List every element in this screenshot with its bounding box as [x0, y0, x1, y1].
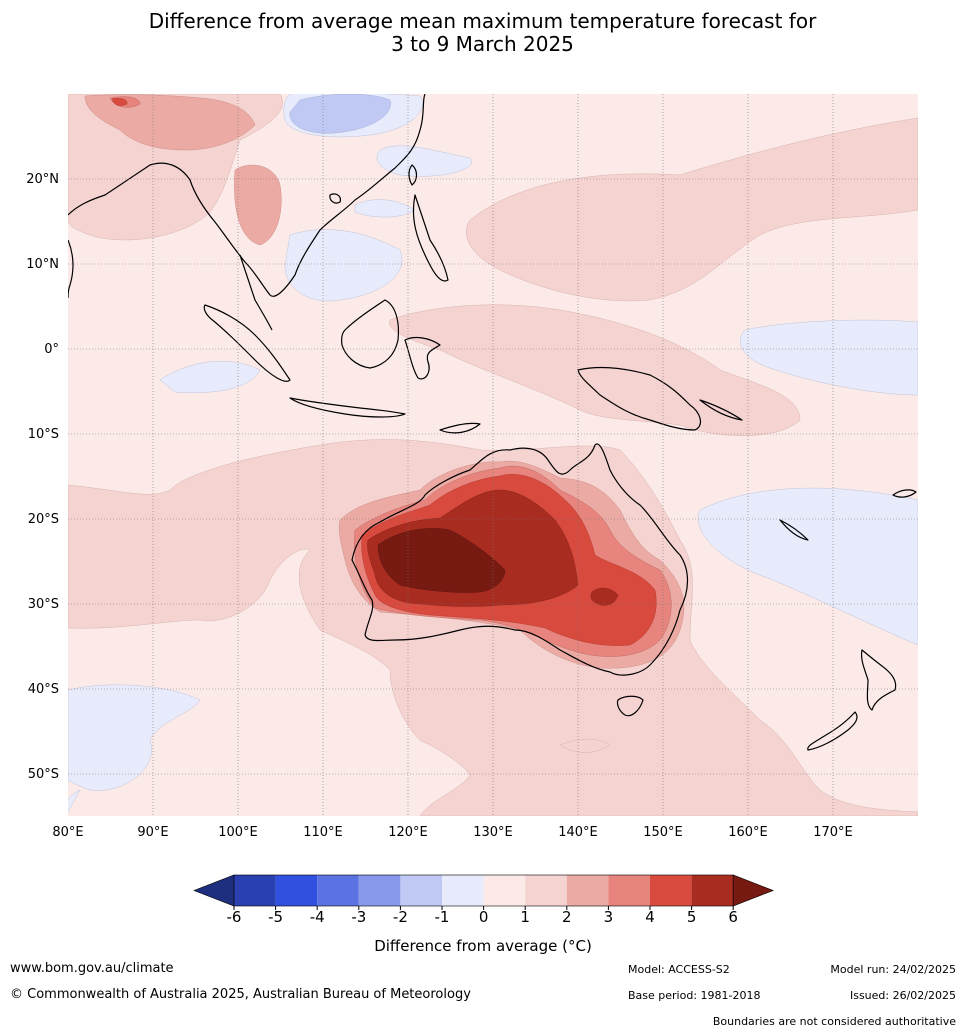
- borneo-coastline: [341, 299, 400, 369]
- cool-anomaly-regions: [68, 94, 918, 813]
- longitude-labels: 80°E 90°E 100°E 110°E 120°E 130°E 140°E …: [52, 825, 852, 840]
- lon-label: 100°E: [218, 825, 258, 840]
- colorbar-swatch: [525, 875, 567, 906]
- colorbar-tick-label: -3: [351, 908, 366, 926]
- disclaimer-text: Boundaries are not considered authoritat…: [712, 1015, 956, 1028]
- colorbar-extend-low: [193, 874, 235, 907]
- map-area: [68, 94, 918, 816]
- lon-label: 160°E: [728, 825, 768, 840]
- java-coastline: [289, 397, 406, 418]
- lat-label: 50°S: [28, 767, 59, 782]
- sulawesi-coastline: [404, 336, 441, 380]
- lon-label: 80°E: [52, 825, 83, 840]
- fiji-coastline: [892, 489, 917, 498]
- colorbar-tick-label: 6: [728, 908, 738, 926]
- lat-label: 40°S: [28, 682, 59, 697]
- title-line-2: 3 to 9 March 2025: [391, 32, 574, 56]
- coastlines: [68, 94, 917, 751]
- lat-label: 30°S: [28, 597, 59, 612]
- colorbar-tick-label: -6: [227, 908, 242, 926]
- issued-text: Issued: 26/02/2025: [849, 989, 956, 1002]
- colorbar-swatch: [400, 875, 442, 906]
- lat-label: 10°N: [26, 257, 59, 272]
- graticule: [68, 94, 918, 816]
- solomon-coastline: [699, 399, 743, 421]
- lon-label: 150°E: [643, 825, 683, 840]
- new-guinea-coastline: [577, 366, 702, 431]
- colorbar-tick-label: -1: [435, 908, 450, 926]
- colorbar-swatch: [442, 875, 484, 906]
- india-coastline: [68, 239, 74, 299]
- colorbar-swatch: [650, 875, 692, 906]
- colorbar-tick-label: -4: [310, 908, 325, 926]
- colorbar-swatch: [483, 875, 526, 906]
- lon-label: 90°E: [137, 825, 168, 840]
- colorbar-swatch: [691, 875, 734, 906]
- model-text: Model: ACCESS-S2: [628, 963, 730, 976]
- model-run-text: Model run: 24/02/2025: [830, 963, 956, 976]
- lat-label: 10°S: [28, 427, 59, 442]
- colorbar-extend-high: [732, 874, 775, 907]
- lon-label: 140°E: [558, 825, 598, 840]
- malay-peninsula-coastline: [239, 254, 273, 331]
- colorbar-swatch: [608, 875, 650, 906]
- lon-label: 170°E: [813, 825, 853, 840]
- title-line-1: Difference from average mean maximum tem…: [148, 9, 817, 33]
- map-title: Difference from average mean maximum tem…: [0, 10, 965, 56]
- lat-label: 20°S: [28, 512, 59, 527]
- asia-mainland-coastline: [68, 94, 426, 297]
- latitude-labels: 20°N 10°N 0° 10°S 20°S 30°S 40°S 50°S: [26, 172, 59, 782]
- hainan-coastline: [329, 193, 341, 204]
- lat-label: 0°: [44, 342, 59, 357]
- cool-anomaly-core: [289, 94, 391, 134]
- taiwan-coastline: [408, 164, 418, 186]
- sumatra-coastline: [203, 304, 291, 382]
- colorbar-tick-label: 3: [604, 908, 614, 926]
- colorbar-swatch: [275, 875, 318, 906]
- colorbar-tick-label: 2: [562, 908, 572, 926]
- lat-label: 20°N: [26, 172, 59, 187]
- tasmania-coastline: [616, 695, 644, 717]
- colorbar-swatch: [234, 875, 276, 906]
- warm-above-6-region: [377, 528, 506, 593]
- colorbar-tick-label: -2: [393, 908, 408, 926]
- colorbar-swatch: [317, 875, 359, 906]
- new-zealand-north: [860, 649, 897, 711]
- timor-coastline: [439, 422, 481, 434]
- website-text: www.bom.gov.au/climate: [10, 961, 174, 976]
- colorbar-tick-label: -5: [268, 908, 283, 926]
- australia-coastline: [351, 443, 689, 676]
- philippines-coastline: [412, 194, 449, 282]
- colorbar-swatch: [358, 875, 401, 906]
- lon-label: 130°E: [473, 825, 513, 840]
- colorbar-label: Difference from average (°C): [374, 937, 592, 955]
- colorbar-tick-label: 1: [520, 908, 530, 926]
- colorbar-swatch: [566, 875, 609, 906]
- base-period-text: Base period: 1981-2018: [628, 989, 761, 1002]
- copyright-text: © Commonwealth of Australia 2025, Austra…: [10, 987, 471, 1002]
- colorbar-tick-label: 5: [687, 908, 697, 926]
- new-zealand-south: [807, 711, 858, 751]
- colorbar-tick-label: 4: [645, 908, 655, 926]
- lon-label: 110°E: [303, 825, 343, 840]
- lon-label: 120°E: [388, 825, 428, 840]
- colorbar-tick-label: 0: [479, 908, 489, 926]
- new-caledonia-coastline: [779, 519, 809, 541]
- colorbar: -6 -5 -4 -3 -2 -1 0 1 2 3 4 5 6: [193, 874, 775, 926]
